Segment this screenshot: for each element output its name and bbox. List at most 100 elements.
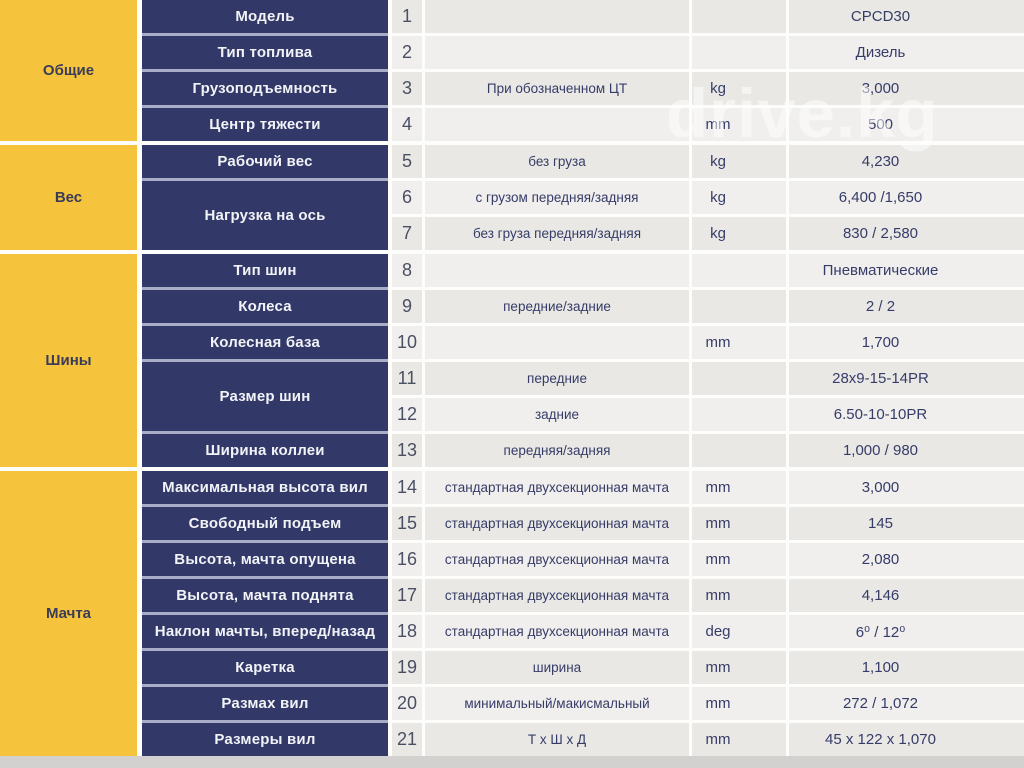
- row-value: 272 / 1,072: [789, 687, 1024, 720]
- row-unit: kg: [692, 181, 786, 214]
- row-description: Т х Ш х Д: [425, 723, 689, 756]
- parameter-label: Нагрузка на ось: [142, 181, 388, 250]
- parameter-column: Модель Тип топлива Грузоподъемность Центр т…: [142, 0, 388, 141]
- row-number: 15: [392, 507, 422, 540]
- row-number: 16: [392, 543, 422, 576]
- row-description: [425, 108, 689, 141]
- row-description: стандартная двухсекционная мачта: [425, 579, 689, 612]
- row-value: Дизель: [789, 36, 1024, 69]
- row-value: 1,100: [789, 651, 1024, 684]
- row-value: 6.50-10-10PR: [789, 398, 1024, 431]
- row-description: [425, 254, 689, 287]
- row-number: 4: [392, 108, 422, 141]
- table-row: 5 без груза kg 4,230: [392, 145, 1024, 178]
- table-row: 4 mm 500: [392, 108, 1024, 141]
- row-number: 13: [392, 434, 422, 467]
- row-value: CPCD30: [789, 0, 1024, 33]
- rows-grid: 8 Пневматические 9 передние/задние 2 / 2 10 mm…: [392, 254, 1024, 467]
- row-description: стандартная двухсекционная мачта: [425, 471, 689, 504]
- row-unit: mm: [692, 723, 786, 756]
- table-row: 13 передняя/задняя 1,000 / 980: [392, 434, 1024, 467]
- table-row: 1 CPCD30: [392, 0, 1024, 33]
- row-value: 4,230: [789, 145, 1024, 178]
- row-value: 2,080: [789, 543, 1024, 576]
- row-number: 11: [392, 362, 422, 395]
- row-number: 17: [392, 579, 422, 612]
- row-number: 7: [392, 217, 422, 250]
- row-description: минимальный/макисмальный: [425, 687, 689, 720]
- row-description: стандартная двухсекционная мачта: [425, 507, 689, 540]
- row-value: 1,000 / 980: [789, 434, 1024, 467]
- rows-grid: 14 стандартная двухсекционная мачта mm 3,00…: [392, 471, 1024, 756]
- row-unit: deg: [692, 615, 786, 648]
- spec-section: Общие Модель Тип топлива Грузоподъемность Це…: [0, 0, 1024, 141]
- row-value: 28x9-15-14PR: [789, 362, 1024, 395]
- table-row: 10 mm 1,700: [392, 326, 1024, 359]
- row-number: 3: [392, 72, 422, 105]
- table-row: 14 стандартная двухсекционная мачта mm 3,00…: [392, 471, 1024, 504]
- parameter-label: Колеса: [142, 290, 388, 323]
- category-label: Шины: [0, 254, 137, 467]
- row-number: 21: [392, 723, 422, 756]
- parameter-column: Максимальная высота вил Свободный подъем В…: [142, 471, 388, 756]
- row-unit: mm: [692, 579, 786, 612]
- row-unit: mm: [692, 543, 786, 576]
- rows-grid: 1 CPCD30 2 Дизель 3 При обозначенном ЦТ kg 3,00…: [392, 0, 1024, 141]
- category-label: Вес: [0, 145, 137, 250]
- row-unit: [692, 254, 786, 287]
- row-value: 500: [789, 108, 1024, 141]
- row-value: 2 / 2: [789, 290, 1024, 323]
- parameter-column: Тип шин Колеса Колесная база Размер шин Шири…: [142, 254, 388, 467]
- row-unit: [692, 290, 786, 323]
- table-row: 8 Пневматические: [392, 254, 1024, 287]
- parameter-label: Рабочий вес: [142, 145, 388, 178]
- spec-section: Шины Тип шин Колеса Колесная база Размер шин…: [0, 254, 1024, 467]
- parameter-label: Центр тяжести: [142, 108, 388, 141]
- row-number: 18: [392, 615, 422, 648]
- row-description: передняя/задняя: [425, 434, 689, 467]
- table-row: 19 ширина mm 1,100: [392, 651, 1024, 684]
- row-unit: mm: [692, 507, 786, 540]
- row-unit: [692, 434, 786, 467]
- category-label: Мачта: [0, 471, 137, 756]
- table-row: 16 стандартная двухсекционная мачта mm 2,08…: [392, 543, 1024, 576]
- row-unit: [692, 362, 786, 395]
- row-description: передние: [425, 362, 689, 395]
- table-row: 17 стандартная двухсекционная мачта mm 4,14…: [392, 579, 1024, 612]
- parameter-label: Тип шин: [142, 254, 388, 287]
- row-description: [425, 326, 689, 359]
- category-label: Общие: [0, 0, 137, 141]
- spec-section: Мачта Максимальная высота вил Свободный по…: [0, 471, 1024, 756]
- row-unit: kg: [692, 145, 786, 178]
- parameter-label: Высота, мачта поднята: [142, 579, 388, 612]
- parameter-label: Каретка: [142, 651, 388, 684]
- row-value: 145: [789, 507, 1024, 540]
- row-unit: kg: [692, 72, 786, 105]
- row-number: 8: [392, 254, 422, 287]
- row-description: ширина: [425, 651, 689, 684]
- row-value: Пневматические: [789, 254, 1024, 287]
- parameter-label: Колесная база: [142, 326, 388, 359]
- row-number: 2: [392, 36, 422, 69]
- table-row: 18 стандартная двухсекционная мачта deg 6⁰ …: [392, 615, 1024, 648]
- table-row: 11 передние 28x9-15-14PR: [392, 362, 1024, 395]
- parameter-label: Модель: [142, 0, 388, 33]
- table-row: 3 При обозначенном ЦТ kg 3,000: [392, 72, 1024, 105]
- row-description: без груза передняя/задняя: [425, 217, 689, 250]
- row-description: стандартная двухсекционная мачта: [425, 543, 689, 576]
- row-description: задние: [425, 398, 689, 431]
- row-description: передние/задние: [425, 290, 689, 323]
- table-row: 7 без груза передняя/задняя kg 830 / 2,580: [392, 217, 1024, 250]
- parameter-label: Размеры вил: [142, 723, 388, 756]
- row-value: 4,146: [789, 579, 1024, 612]
- row-number: 9: [392, 290, 422, 323]
- row-description: без груза: [425, 145, 689, 178]
- row-number: 5: [392, 145, 422, 178]
- row-unit: mm: [692, 108, 786, 141]
- row-description: с грузом передняя/задняя: [425, 181, 689, 214]
- row-unit: [692, 0, 786, 33]
- rows-grid: 5 без груза kg 4,230 6 с грузом передняя/задн…: [392, 145, 1024, 250]
- parameter-label: Максимальная высота вил: [142, 471, 388, 504]
